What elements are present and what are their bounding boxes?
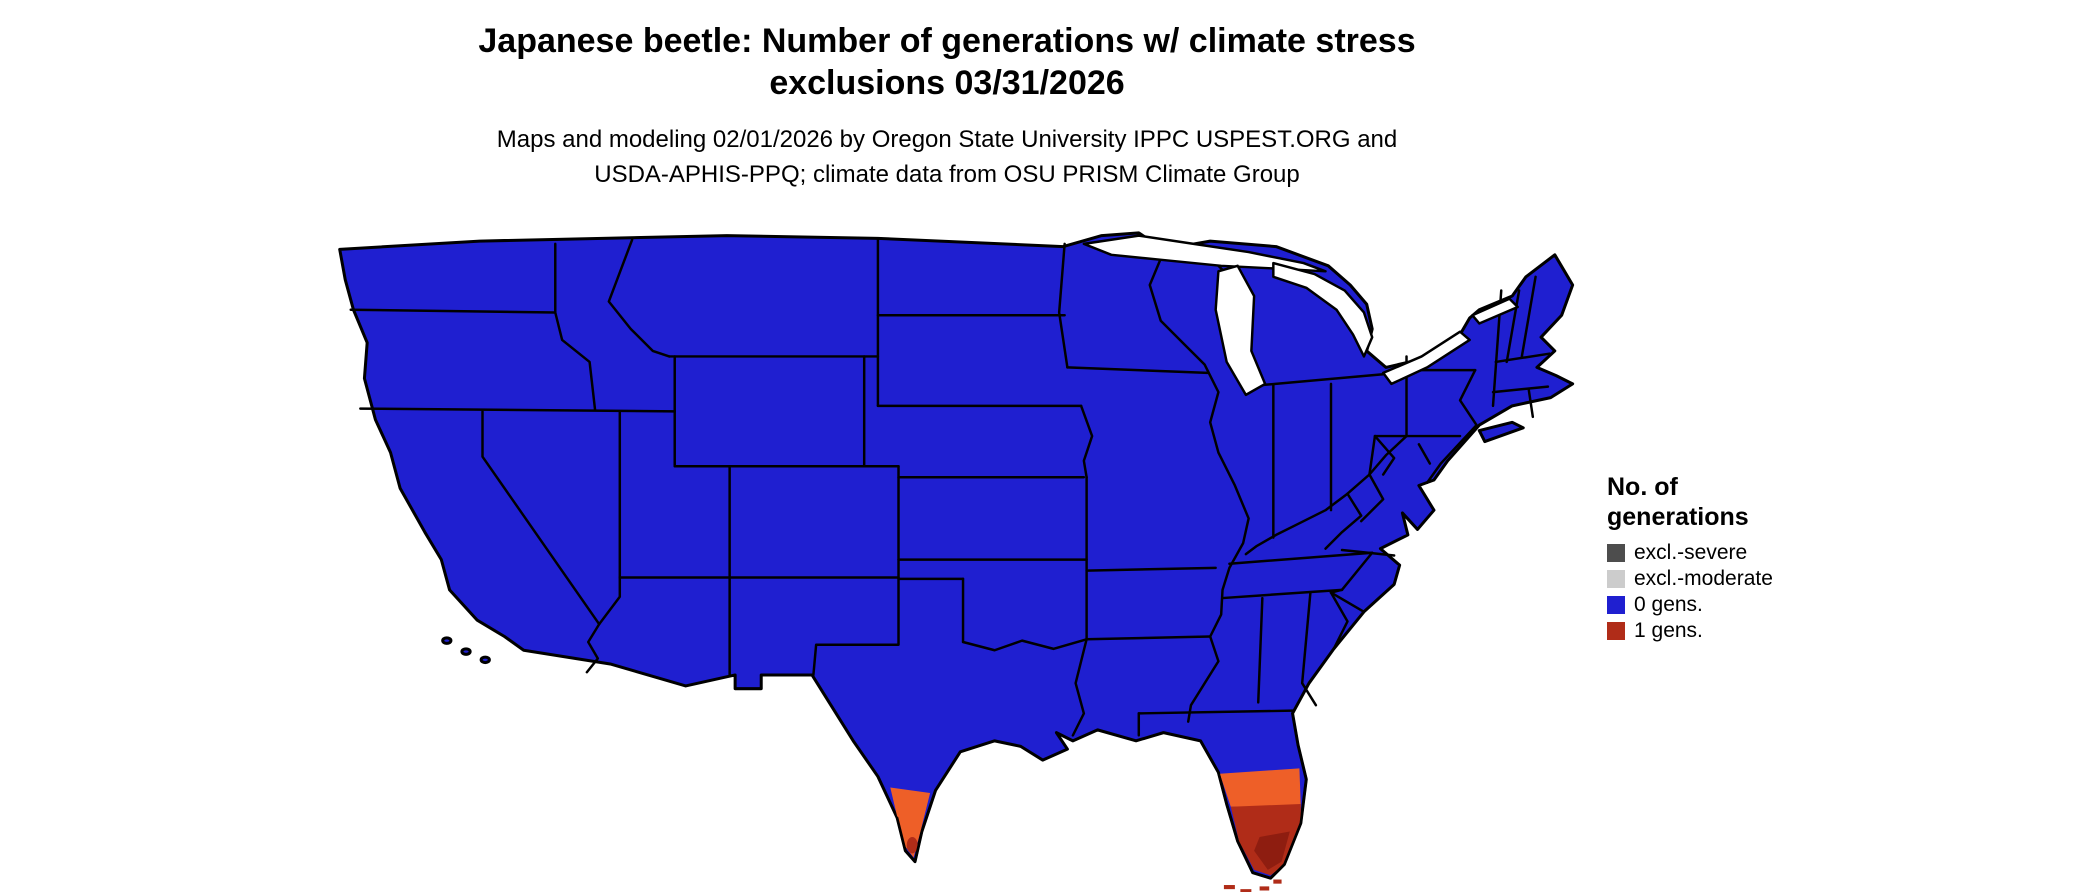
border-nv-az (597, 576, 622, 626)
border-tn-south (1221, 588, 1344, 600)
border-ga-nc (1329, 588, 1344, 594)
lake-ontario (1471, 297, 1519, 325)
border-mi-south (1258, 373, 1385, 387)
border-red-river (961, 638, 1088, 652)
border-mo-ar (1085, 566, 1217, 572)
map-title: Japanese beetle: Number of generations w… (297, 20, 1597, 104)
border-potomac (1373, 434, 1396, 476)
legend: No. of generations excl.-severe excl.-mo… (1607, 472, 1867, 644)
map-title-line1: Japanese beetle: Number of generations w… (478, 22, 1416, 60)
texas-tip-red-spot (906, 836, 918, 854)
map-subtitle: Maps and modeling 02/01/2026 by Oregon S… (297, 122, 1597, 192)
great-lakes (1082, 234, 1519, 397)
legend-swatch-zero-gens (1607, 596, 1625, 614)
border-ma-south (1491, 385, 1550, 394)
border-co-ks-nm-tx (812, 465, 900, 677)
transition-regions (890, 768, 1301, 858)
border-wv-pa (1368, 434, 1377, 476)
legend-swatch-excl-severe (1607, 544, 1625, 562)
legend-label-zero-gens: 0 gens. (1634, 593, 1703, 616)
legend-label-one-gens: 1 gens. (1634, 619, 1703, 642)
texas-tip-orange (890, 787, 931, 858)
map-title-line2: exclusions 03/31/2026 (769, 64, 1125, 102)
legend-label-excl-severe: excl.-severe (1634, 541, 1748, 564)
us-map-svg (338, 231, 1575, 892)
lake-superior (1082, 234, 1327, 273)
border-ca-az (585, 622, 601, 674)
border-vt-nh (1505, 289, 1521, 364)
border-ct-ri (1527, 388, 1535, 419)
border-tn-nc (1340, 551, 1374, 592)
border-ms-al (1256, 596, 1264, 704)
lake-michigan (1214, 264, 1267, 397)
map-subtitle-line2: USDA-APHIS-PPQ; climate data from OSU PR… (594, 161, 1300, 188)
legend-item-one-gens: 1 gens. (1607, 618, 1867, 644)
border-md-de (1417, 443, 1432, 465)
lake-huron (1272, 261, 1374, 358)
one-generation-dark-regions (1254, 831, 1290, 870)
channel-island-1 (441, 636, 453, 645)
florida-coast-restroke (1199, 712, 1308, 880)
border-ne-ia-missouri-river (1079, 404, 1094, 479)
border-ma-north (1494, 352, 1551, 364)
border-ar-la (1085, 635, 1212, 641)
border-va-nc (1340, 548, 1396, 557)
channel-island-2 (460, 647, 472, 656)
border-mn-west (1057, 242, 1069, 369)
border-ky-tn (1228, 551, 1374, 565)
channel-island-3 (479, 655, 491, 665)
border-wv-va (1359, 473, 1385, 523)
legend-label-excl-moderate: excl.-moderate (1634, 567, 1773, 590)
legend-item-excl-severe: excl.-severe (1607, 540, 1867, 566)
us-generations-map (315, 230, 1585, 892)
state-borders (349, 237, 1551, 880)
border-42n-line (359, 407, 676, 413)
florida-orange-band (1219, 768, 1301, 807)
border-fl-north (1137, 709, 1294, 715)
legend-title: No. of generations (1607, 472, 1867, 532)
florida-keys-2 (1240, 889, 1252, 892)
border-ca-nv (481, 410, 601, 626)
border-tx-la (1071, 638, 1088, 737)
border-nc-sc (1329, 591, 1366, 614)
border-nh-me (1520, 275, 1537, 358)
legend-item-excl-moderate: excl.-moderate (1607, 566, 1867, 592)
long-island (1477, 420, 1525, 444)
legend-title-line1: No. of (1607, 473, 1678, 501)
border-ga-sc (1329, 591, 1349, 651)
legend-title-line2: generations (1607, 503, 1749, 531)
border-ky-wv-va (1324, 492, 1363, 550)
legend-items: excl.-severe excl.-moderate 0 gens. 1 ge… (1607, 540, 1867, 644)
lake-erie (1381, 330, 1471, 386)
border-wa-or (349, 308, 557, 314)
legend-swatch-excl-moderate (1607, 570, 1625, 588)
legend-swatch-one-gens (1607, 622, 1625, 640)
border-ohio-river (1244, 434, 1408, 556)
map-subtitle-line1: Maps and modeling 02/01/2026 by Oregon S… (496, 126, 1398, 153)
legend-item-zero-gens: 0 gens. (1607, 592, 1867, 618)
everglades-dark-red (1254, 831, 1290, 870)
florida-keys-1 (1223, 885, 1235, 890)
border-delaware-river-nj (1425, 368, 1478, 484)
border-or-id (554, 311, 597, 412)
florida-keys-4 (1273, 879, 1282, 884)
border-id-mt (607, 238, 671, 358)
border-al-ga (1300, 591, 1318, 707)
texas-tip-restroke (895, 789, 937, 863)
florida-keys-3 (1259, 886, 1270, 891)
border-mn-ia (1066, 366, 1209, 375)
border-mississippi-river (1148, 250, 1250, 723)
